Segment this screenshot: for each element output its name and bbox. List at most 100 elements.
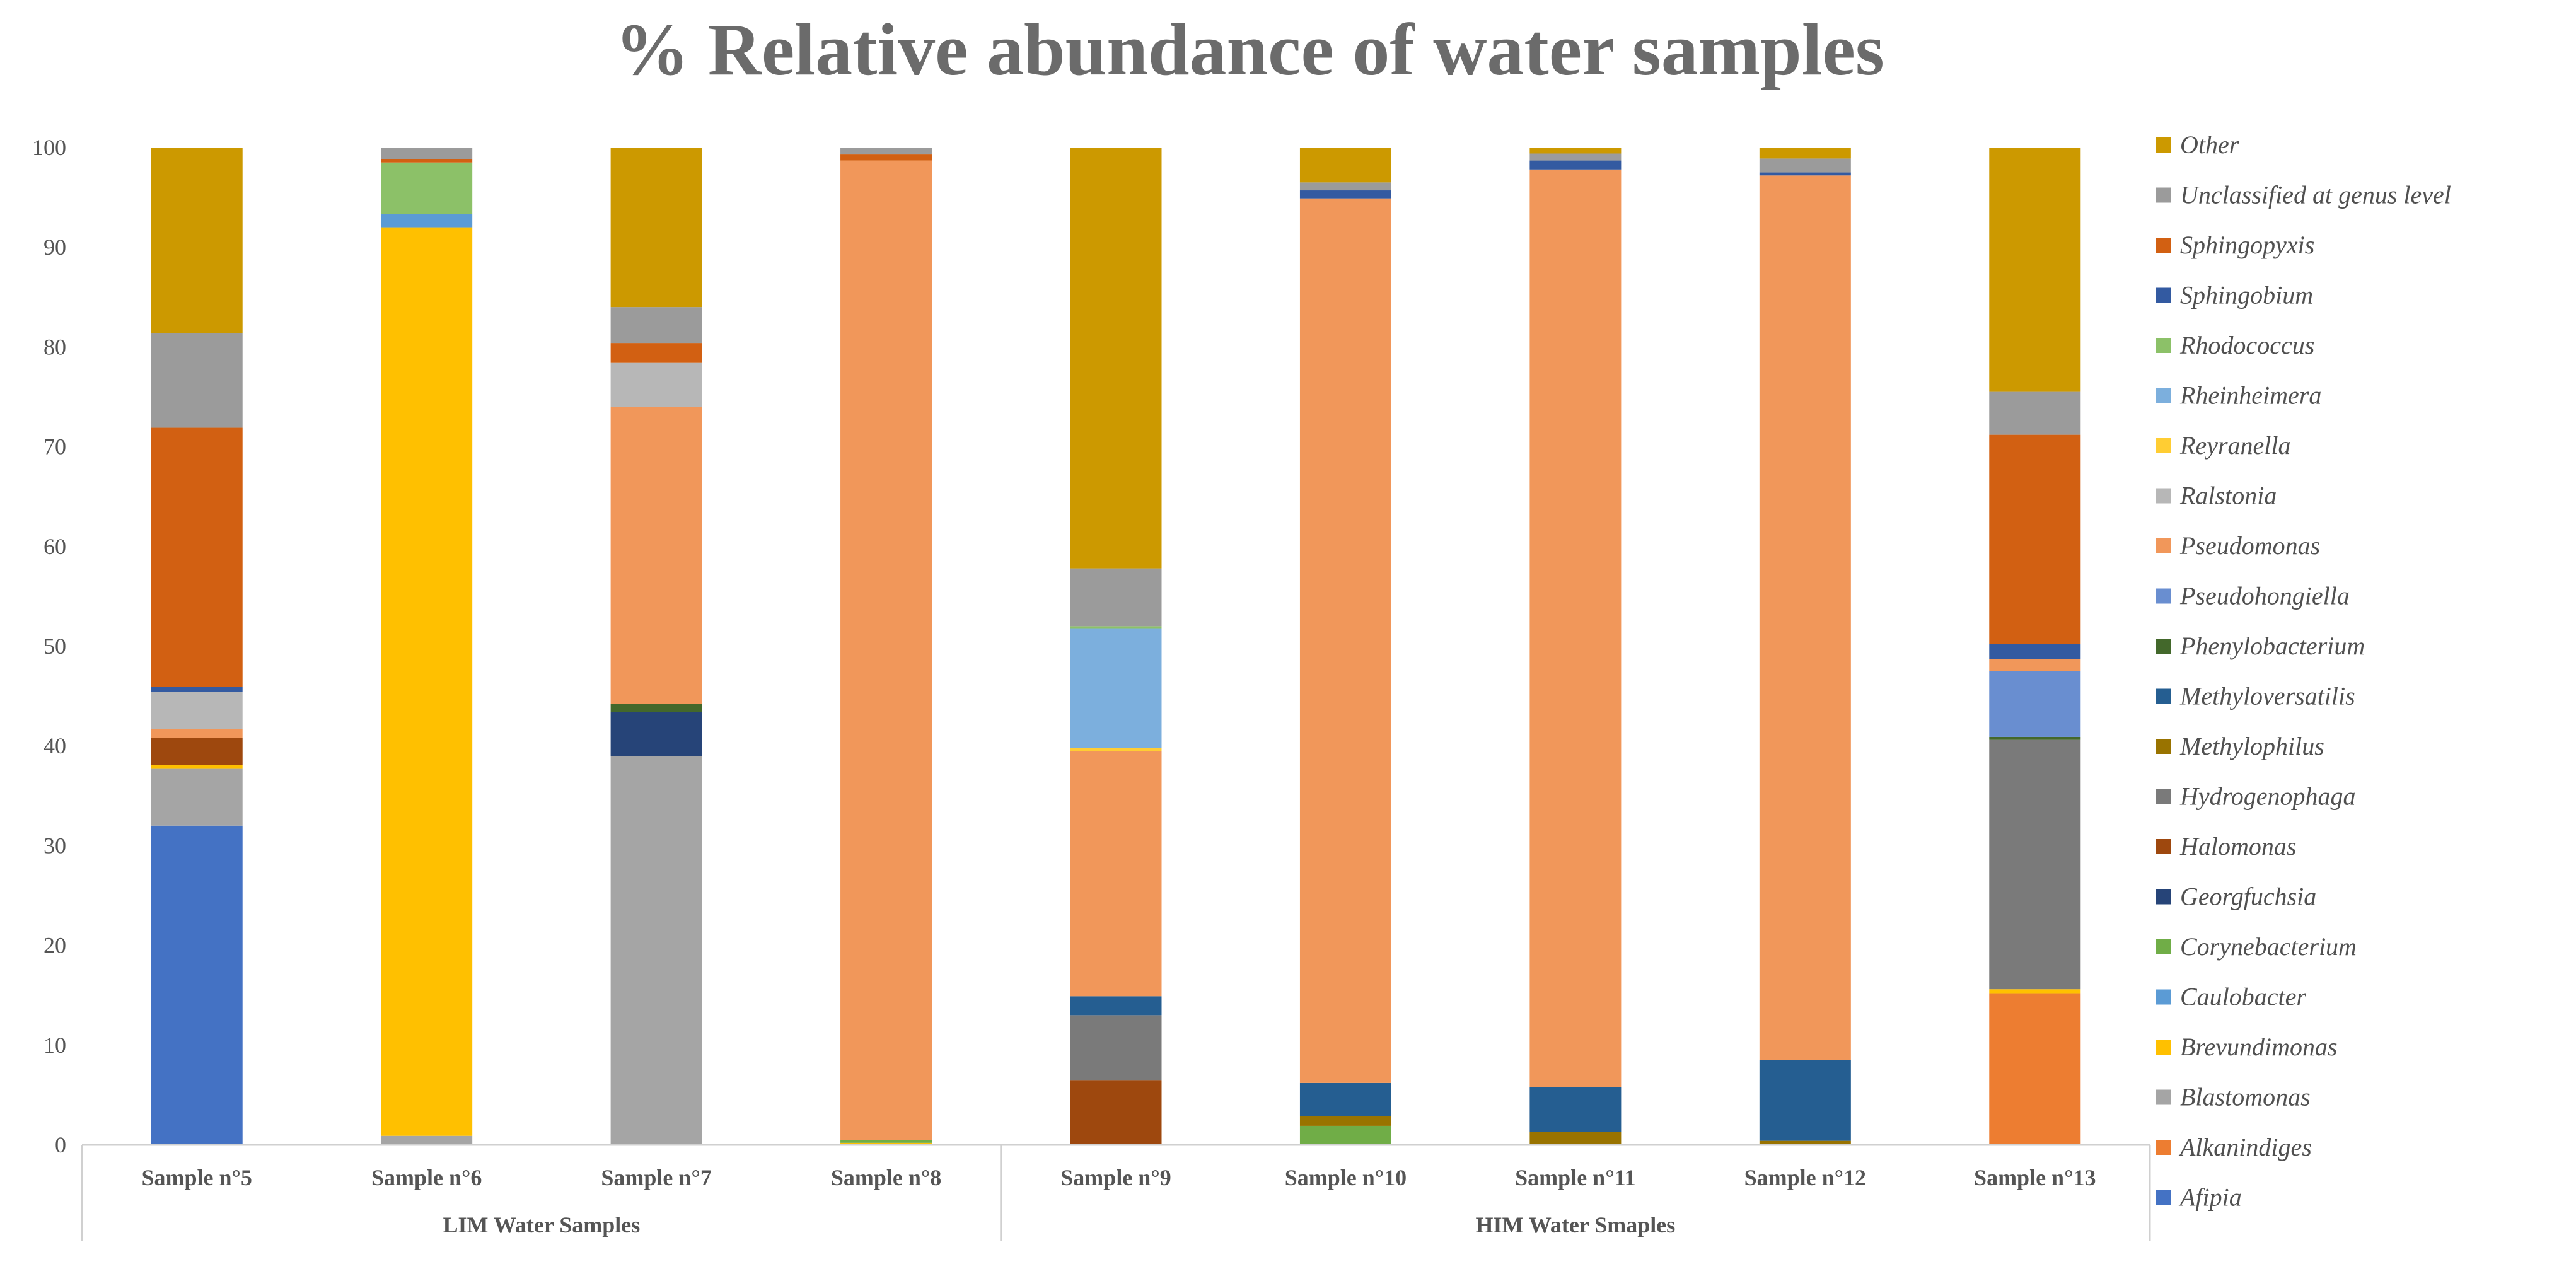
segment-unclassified-at-genus-level — [1070, 568, 1162, 627]
legend-swatch — [2156, 488, 2171, 504]
legend-label: Corynebacterium — [2180, 932, 2357, 961]
y-tick-label: 60 — [44, 534, 66, 559]
bar-sample-n11 — [1529, 148, 1622, 1145]
legend-swatch — [2156, 639, 2171, 654]
legend-swatch — [2156, 989, 2171, 1005]
y-tick-label: 20 — [44, 933, 66, 958]
bar-sample-n12 — [1759, 148, 1851, 1145]
segment-ralstonia — [610, 362, 702, 407]
segment-caulobacter — [381, 214, 473, 228]
legend-item-ralstonia: Ralstonia — [2156, 482, 2277, 510]
legend-swatch — [2156, 137, 2171, 153]
legend-label: Blastomonas — [2180, 1083, 2311, 1111]
legend-label: Sphingopyxis — [2180, 231, 2314, 259]
segment-unclassified-at-genus-level — [840, 148, 932, 155]
segment-other — [1070, 148, 1162, 569]
legend-swatch — [2156, 839, 2171, 854]
legend: Other Unclassified at genus level Sphingop… — [2156, 130, 2451, 1212]
segment-unclassified-at-genus-level — [1989, 391, 2081, 435]
bar-sample-n8 — [840, 148, 932, 1145]
segment-other — [1759, 148, 1851, 159]
category-label: Sample n°10 — [1285, 1165, 1407, 1190]
segment-sphingobium — [1759, 172, 1851, 176]
segment-pseudohongiella — [1989, 671, 2081, 737]
segment-pseudomonas — [1529, 169, 1622, 1087]
x-axis: Sample n°5 Sample n°6 Sample n°7 Sample n°8… — [81, 1144, 2151, 1241]
category-label: Sample n°9 — [1060, 1165, 1171, 1190]
segment-sphingopyxis — [381, 159, 473, 163]
category-label: Sample n°7 — [601, 1165, 711, 1190]
segment-other — [610, 148, 702, 308]
segment-hydrogenophaga — [1989, 739, 2081, 990]
category-label: Sample n°8 — [831, 1165, 941, 1190]
legend-swatch — [2156, 588, 2171, 604]
legend-swatch — [2156, 939, 2171, 954]
bars — [151, 148, 2081, 1145]
legend-item-halomonas: Halomonas — [2156, 832, 2296, 860]
y-tick-label: 100 — [32, 135, 66, 160]
legend-label: Halomonas — [2179, 832, 2296, 860]
legend-item-caulobacter: Caulobacter — [2156, 983, 2306, 1011]
legend-item-alkanindiges: Alkanindiges — [2156, 1133, 2312, 1161]
legend-item-rhodococcus: Rhodococcus — [2156, 331, 2314, 359]
legend-label: Phenylobacterium — [2179, 632, 2365, 660]
legend-swatch — [2156, 889, 2171, 905]
legend-label: Alkanindiges — [2178, 1133, 2312, 1161]
legend-label: Reyranella — [2179, 431, 2291, 460]
segment-other — [1529, 148, 1622, 154]
segment-sphingopyxis — [840, 154, 932, 161]
segment-halomonas — [151, 738, 243, 765]
y-tick-label: 50 — [44, 634, 66, 659]
segment-pseudomonas — [1759, 175, 1851, 1060]
bar-sample-n7 — [610, 148, 702, 1145]
legend-label: Rhodococcus — [2179, 331, 2314, 359]
segment-unclassified-at-genus-level — [610, 307, 702, 344]
legend-item-pseudomonas: Pseudomonas — [2156, 531, 2320, 560]
segment-methylophilus — [1529, 1132, 1622, 1145]
category-label: Sample n°6 — [371, 1165, 482, 1190]
legend-label: Caulobacter — [2180, 983, 2306, 1011]
segment-methylophilus — [1299, 1116, 1391, 1126]
segment-brevundimonas — [381, 227, 473, 1136]
legend-swatch — [2156, 388, 2171, 403]
legend-swatch — [2156, 789, 2171, 804]
segment-rheinheimera — [1070, 628, 1162, 748]
legend-label: Georgfuchsia — [2180, 883, 2316, 911]
segment-sphingopyxis — [1989, 434, 2081, 644]
y-tick-label: 10 — [44, 1033, 66, 1058]
segment-corynebacterium — [1299, 1125, 1391, 1145]
segment-sphingobium — [1299, 190, 1391, 199]
segment-pseudomonas — [1299, 198, 1391, 1083]
segment-corynebacterium — [840, 1140, 932, 1143]
legend-swatch — [2156, 1190, 2171, 1205]
legend-item-pseudohongiella: Pseudohongiella — [2156, 582, 2350, 610]
legend-item-brevundimonas: Brevundimonas — [2156, 1033, 2338, 1061]
legend-label: Pseudohongiella — [2179, 582, 2350, 610]
legend-item-blastomonas: Blastomonas — [2156, 1083, 2311, 1111]
bar-sample-n13 — [1989, 148, 2081, 1145]
segment-alkanindiges — [1989, 993, 2081, 1145]
segment-unclassified-at-genus-level — [1759, 158, 1851, 173]
category-label: Sample n°13 — [1974, 1165, 2096, 1190]
segment-unclassified-at-genus-level — [151, 333, 243, 428]
legend-label: Brevundimonas — [2180, 1033, 2338, 1061]
bar-sample-n6 — [381, 148, 473, 1145]
legend-item-afipia: Afipia — [2156, 1183, 2242, 1212]
segment-sphingobium — [1989, 644, 2081, 659]
legend-item-unclassified-at-genus-level: Unclassified at genus level — [2156, 181, 2451, 209]
segment-sphingobium — [1529, 160, 1622, 170]
segment-phenylobacterium — [1989, 736, 2081, 740]
segment-afipia — [151, 825, 243, 1145]
legend-label: Hydrogenophaga — [2179, 782, 2355, 811]
category-label: Sample n°11 — [1515, 1165, 1635, 1190]
bar-sample-n5 — [151, 148, 243, 1145]
y-axis: 0 10 20 30 40 50 60 70 80 90 100 — [32, 135, 66, 1157]
segment-pseudomonas — [840, 160, 932, 1140]
group-label: LIM Water Samples — [443, 1212, 641, 1237]
legend-item-corynebacterium: Corynebacterium — [2156, 932, 2357, 961]
segment-methyloversatilis — [1299, 1082, 1391, 1116]
segment-reyranella — [1070, 748, 1162, 751]
y-tick-label: 90 — [44, 235, 66, 260]
legend-swatch — [2156, 238, 2171, 253]
